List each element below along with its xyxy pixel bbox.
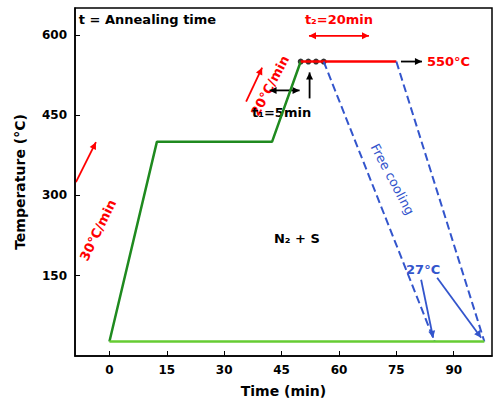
svg-text:600: 600	[42, 28, 67, 42]
svg-text:30: 30	[216, 363, 233, 377]
svg-text:t = Annealing time: t = Annealing time	[79, 12, 217, 27]
svg-text:t₁=5min: t₁=5min	[252, 104, 312, 120]
svg-text:90: 90	[445, 363, 462, 377]
svg-text:45: 45	[273, 363, 290, 377]
svg-text:30°C/min: 30°C/min	[77, 197, 119, 263]
svg-text:300: 300	[42, 188, 67, 202]
svg-text:15: 15	[158, 363, 175, 377]
svg-text:Time (min): Time (min)	[241, 383, 326, 399]
svg-text:75: 75	[388, 363, 405, 377]
svg-text:0: 0	[105, 363, 113, 377]
svg-text:27°C: 27°C	[406, 262, 440, 277]
svg-text:N₂ + S: N₂ + S	[274, 231, 320, 246]
svg-text:Temperature (°C): Temperature (°C)	[12, 114, 28, 250]
svg-text:60: 60	[331, 363, 348, 377]
svg-text:t₂=20min: t₂=20min	[305, 12, 373, 27]
svg-text:450: 450	[42, 108, 67, 122]
svg-text:550°C: 550°C	[427, 54, 470, 69]
svg-text:Free cooling: Free cooling	[368, 141, 418, 217]
svg-text:150: 150	[42, 269, 67, 283]
